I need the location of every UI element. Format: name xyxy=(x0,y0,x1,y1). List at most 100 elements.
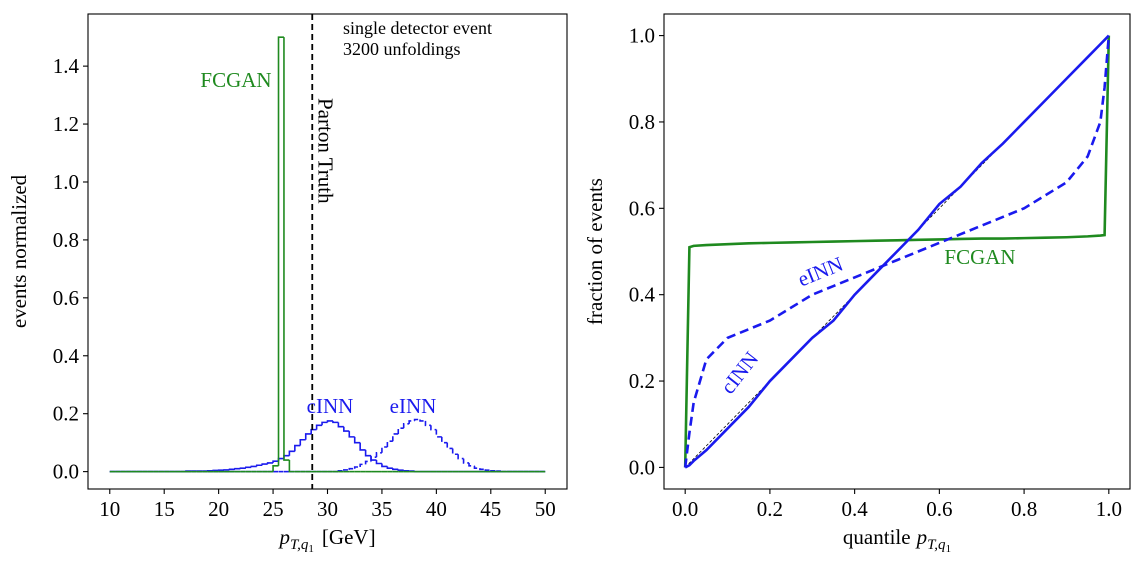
histogram-step xyxy=(337,422,344,428)
annotation: 3200 unfoldings xyxy=(343,39,461,59)
y-tick-label: 0.8 xyxy=(629,110,655,134)
y-tick-label: 1.0 xyxy=(629,24,655,48)
x-tick-label: 20 xyxy=(208,497,229,521)
histogram-step xyxy=(364,460,372,465)
x-label-prefix: quantile xyxy=(843,525,911,549)
x-tick-label: 45 xyxy=(480,497,501,521)
histogram-step xyxy=(294,444,301,452)
histogram-step xyxy=(386,466,393,469)
histogram-step xyxy=(266,462,274,465)
x-tick-label: 0.2 xyxy=(757,497,783,521)
annotation: single detector event xyxy=(343,18,492,38)
histogram-step xyxy=(250,465,257,468)
histogram-step xyxy=(277,457,284,462)
y-tick-label: 0.4 xyxy=(629,283,656,307)
x-tick-label: 0.6 xyxy=(926,497,952,521)
reference-line-label: Parton Truth xyxy=(313,98,337,204)
x-label-subsubscript: 1 xyxy=(308,543,314,555)
histogram-step xyxy=(272,465,279,472)
series-line xyxy=(683,35,1111,468)
histogram-step xyxy=(435,429,442,438)
histogram-step xyxy=(288,450,295,456)
x-tick-label: 35 xyxy=(371,497,392,521)
x-tick-label: 0.8 xyxy=(1011,497,1037,521)
series-label: cINN xyxy=(307,394,354,418)
y-tick-label: 0.2 xyxy=(629,369,655,393)
histogram-step xyxy=(353,436,361,444)
histogram-step xyxy=(261,463,268,466)
y-tick-label: 0.0 xyxy=(629,455,655,479)
y-tick-label: 0.0 xyxy=(53,460,79,484)
histogram-step xyxy=(479,468,486,471)
x-label-subscript: T,q xyxy=(927,537,946,553)
histogram-step xyxy=(359,442,366,451)
x-label-subsubscript: 1 xyxy=(946,543,952,555)
histogram-step xyxy=(288,460,295,473)
histogram-step xyxy=(343,469,350,471)
x-tick-label: 25 xyxy=(263,497,284,521)
y-tick-label: 0.6 xyxy=(629,196,655,220)
histogram-step xyxy=(348,431,355,438)
histogram-step xyxy=(245,466,252,469)
x-label-subscript: T,q xyxy=(290,537,309,553)
histogram-step xyxy=(381,446,388,453)
series-line xyxy=(684,34,1110,469)
histogram-step xyxy=(386,440,393,448)
y-tick-label: 1.4 xyxy=(53,54,80,78)
histogram-step xyxy=(348,467,355,470)
histogram-step xyxy=(299,438,306,446)
histogram-step xyxy=(413,418,421,421)
x-label-symbol: p xyxy=(915,525,928,549)
x-tick-label: 15 xyxy=(154,497,175,521)
histogram-step xyxy=(441,436,448,444)
y-tick-label: 0.6 xyxy=(53,286,79,310)
y-axis-label: fraction of events xyxy=(583,178,607,325)
histogram-step xyxy=(424,420,431,427)
histogram-step xyxy=(397,469,404,471)
x-axis-label: pT,q1 [GeV] xyxy=(277,525,375,555)
histogram-step xyxy=(419,419,426,422)
histogram-step xyxy=(326,420,333,423)
histogram-step xyxy=(364,449,372,457)
y-tick-label: 0.8 xyxy=(53,228,79,252)
x-label-unit: [GeV] xyxy=(322,525,376,549)
histogram-step xyxy=(402,423,410,429)
histogram-step xyxy=(451,448,459,456)
y-axis-label: events normalized xyxy=(7,174,31,328)
histogram-step xyxy=(397,427,404,434)
histogram-step xyxy=(332,420,339,424)
histogram-step xyxy=(228,468,235,471)
x-tick-label: 1.0 xyxy=(1096,497,1122,521)
y-tick-label: 1.0 xyxy=(53,170,79,194)
histogram-step xyxy=(462,458,470,464)
histogram-step xyxy=(277,36,284,466)
histogram-step xyxy=(283,37,290,461)
histogram-step xyxy=(234,467,241,470)
series-label: eINN xyxy=(794,252,846,292)
histogram-step xyxy=(315,424,323,430)
histogram-step xyxy=(408,420,415,424)
histogram-step xyxy=(473,465,480,469)
histogram-step xyxy=(375,451,382,458)
histogram-step xyxy=(370,456,377,462)
x-axis-label: quantile pT,q1 xyxy=(843,525,951,555)
series-line xyxy=(683,35,1111,468)
histogram-step xyxy=(381,463,388,468)
histogram-step xyxy=(468,462,475,467)
histogram-step xyxy=(255,464,263,467)
x-tick-label: 30 xyxy=(317,497,338,521)
histogram-step xyxy=(304,433,312,440)
x-tick-label: 0.4 xyxy=(842,497,869,521)
histogram-step xyxy=(239,467,246,469)
series-label: FCGAN xyxy=(944,245,1015,269)
plot-frame xyxy=(663,13,1131,490)
histogram-step xyxy=(392,433,399,442)
histogram-step xyxy=(489,469,497,472)
histogram-step xyxy=(402,469,410,472)
histogram-step xyxy=(375,460,382,465)
histogram-step xyxy=(457,454,464,460)
x-tick-label: 10 xyxy=(99,497,120,521)
histogram-step xyxy=(343,426,350,432)
x-label-symbol: p xyxy=(277,525,290,549)
x-tick-label: 50 xyxy=(535,497,556,521)
